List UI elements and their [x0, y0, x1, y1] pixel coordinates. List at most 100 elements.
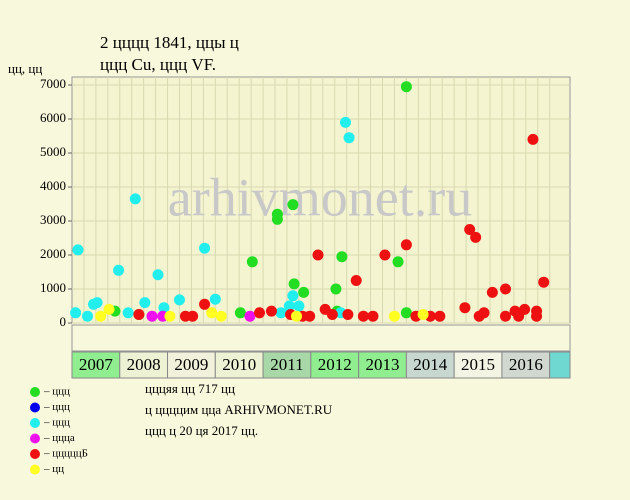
point	[388, 310, 400, 322]
point	[434, 310, 446, 322]
point	[72, 244, 84, 256]
point	[113, 264, 125, 276]
point	[199, 298, 211, 310]
year-band	[262, 351, 312, 379]
point	[478, 307, 490, 319]
point	[500, 310, 512, 322]
point	[379, 249, 391, 261]
legend-marker	[30, 464, 40, 475]
year-band	[214, 351, 264, 379]
y-tick-label: 4000	[40, 178, 66, 193]
year-label: 2014	[413, 355, 448, 374]
point	[173, 294, 185, 306]
point	[158, 302, 170, 314]
point	[400, 239, 412, 251]
chart-subtitle: ццц Cu, ццц VF.	[100, 55, 216, 74]
year-label: 2013	[366, 355, 400, 374]
note: ццц ц 20 ця 2017 цц.	[145, 423, 258, 438]
y-tick-label: 5000	[40, 144, 66, 159]
point	[312, 249, 324, 261]
legend-marker	[30, 433, 40, 444]
point	[330, 283, 342, 295]
year-band	[119, 351, 169, 379]
point	[91, 297, 103, 309]
legend-label: – ццц	[43, 417, 70, 429]
plot-area	[71, 76, 571, 324]
point	[271, 213, 283, 225]
point	[486, 286, 498, 298]
note: ц ццццим цца ARHIVMONET.RU	[145, 402, 333, 417]
year-label: 2009	[174, 355, 208, 374]
watermark: arhivmonet.ru	[168, 167, 472, 227]
point	[253, 307, 265, 319]
point	[336, 251, 348, 263]
year-label: 2011	[270, 355, 303, 374]
point	[400, 81, 412, 93]
chart-title: 2 цццц 1841, ццы ц	[100, 33, 239, 52]
y-tick-label: 6000	[40, 110, 66, 125]
year-band	[405, 351, 455, 379]
point	[95, 310, 107, 322]
legend-marker	[30, 387, 40, 397]
year-label: 2010	[222, 355, 256, 374]
legend-marker	[30, 402, 40, 413]
point	[288, 278, 300, 290]
legend-label: – цццццБ	[43, 448, 88, 460]
point	[265, 305, 277, 317]
point	[527, 133, 539, 145]
point	[234, 307, 246, 319]
point	[152, 269, 164, 281]
point	[103, 303, 115, 315]
point	[187, 310, 199, 322]
point	[531, 305, 543, 317]
point	[291, 310, 303, 322]
legend-label: – цццa	[43, 432, 75, 444]
legend-label: – цц	[43, 463, 64, 475]
point	[343, 132, 355, 144]
y-tick-label: 0	[60, 314, 67, 329]
point	[133, 309, 145, 320]
point	[326, 309, 338, 320]
year-label: 2012	[318, 355, 352, 374]
y-tick-label: 1000	[40, 280, 66, 295]
year-band	[358, 351, 407, 379]
point	[246, 256, 258, 268]
year-band	[310, 351, 360, 379]
y-tick-label: 2000	[40, 246, 66, 261]
y-axis-label: цц, цц	[8, 61, 42, 76]
note: цццяя цц 717 цц	[145, 381, 235, 396]
year-band	[549, 351, 571, 379]
point	[82, 310, 94, 322]
year-label: 2015	[461, 355, 495, 374]
point	[350, 275, 362, 286]
point	[459, 302, 471, 314]
point	[215, 310, 227, 322]
point	[287, 290, 299, 302]
year-band	[453, 351, 503, 379]
point	[339, 116, 351, 128]
legend-marker	[30, 418, 40, 428]
y-tick-label: 3000	[40, 212, 66, 227]
point	[513, 310, 525, 322]
point	[304, 310, 316, 322]
point	[70, 307, 82, 319]
point	[209, 293, 221, 305]
point	[283, 300, 295, 312]
point	[206, 307, 218, 319]
point	[400, 307, 412, 319]
legend-marker	[30, 449, 40, 459]
point	[392, 256, 404, 268]
point	[129, 193, 141, 205]
point	[139, 297, 151, 309]
year-label: 2016	[509, 355, 543, 374]
point	[464, 224, 476, 235]
point	[367, 310, 379, 322]
point	[275, 307, 287, 319]
point	[500, 283, 512, 295]
point	[164, 310, 176, 322]
point	[298, 286, 310, 298]
point	[146, 310, 158, 322]
year-band	[71, 351, 121, 379]
point	[287, 199, 299, 211]
